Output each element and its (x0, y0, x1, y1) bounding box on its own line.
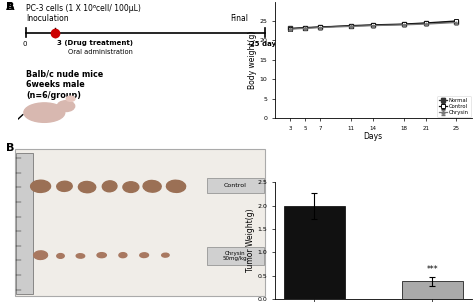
Text: 25 days: 25 days (250, 41, 280, 47)
Text: Oral administration: Oral administration (68, 49, 133, 55)
Ellipse shape (162, 253, 169, 257)
Text: 3 (Drug treatment): 3 (Drug treatment) (57, 40, 133, 46)
Text: Final: Final (230, 14, 248, 23)
Legend: Normal, Control, Chrysin: Normal, Control, Chrysin (438, 96, 471, 117)
Ellipse shape (57, 181, 72, 191)
Bar (284, 206, 345, 299)
Text: 0: 0 (22, 41, 27, 47)
Ellipse shape (97, 253, 106, 258)
Text: ***: *** (426, 265, 438, 274)
Text: Chrysin
50mg/kg: Chrysin 50mg/kg (223, 251, 247, 261)
Ellipse shape (102, 181, 117, 192)
Text: Control: Control (224, 183, 246, 188)
Ellipse shape (140, 253, 148, 258)
Ellipse shape (31, 180, 51, 192)
Ellipse shape (143, 181, 161, 192)
X-axis label: Days: Days (364, 132, 383, 141)
Text: Balb/c nude mice: Balb/c nude mice (26, 69, 103, 78)
Text: C: C (232, 0, 240, 2)
Text: Inoculation: Inoculation (26, 14, 69, 23)
Ellipse shape (34, 251, 47, 259)
Bar (401, 281, 463, 299)
Bar (16, 153, 33, 294)
Ellipse shape (119, 253, 127, 258)
Bar (207, 178, 264, 193)
Ellipse shape (123, 182, 139, 192)
Bar (207, 247, 264, 265)
Text: 6weeks male: 6weeks male (26, 80, 85, 89)
Text: A: A (6, 2, 15, 12)
Ellipse shape (57, 254, 64, 258)
Ellipse shape (76, 254, 85, 258)
Text: (n=6/group): (n=6/group) (26, 91, 81, 100)
Ellipse shape (78, 182, 96, 193)
Text: B: B (6, 2, 14, 12)
Text: B: B (6, 143, 14, 153)
Y-axis label: Tumor Weight(g): Tumor Weight(g) (246, 209, 255, 272)
Ellipse shape (166, 180, 186, 192)
Text: PC-3 cells (1 X 10⁶cell/ 100μL): PC-3 cells (1 X 10⁶cell/ 100μL) (26, 4, 141, 13)
Y-axis label: Body weight(g): Body weight(g) (247, 31, 256, 89)
